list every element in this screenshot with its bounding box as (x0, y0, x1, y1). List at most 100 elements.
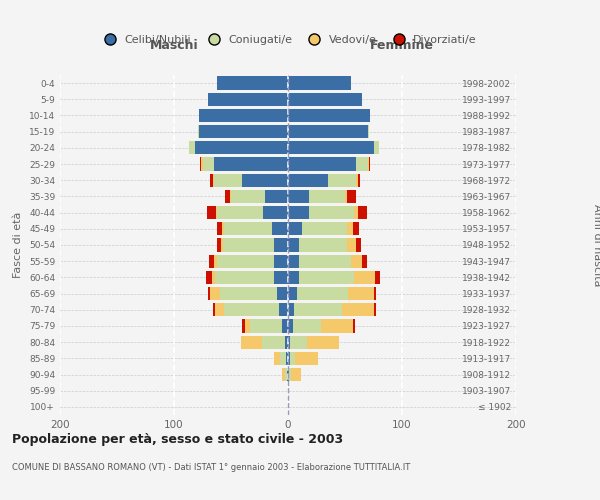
Bar (288, 352, 290, 365)
Bar (362, 254, 367, 268)
Bar (283, 320, 288, 332)
Bar (202, 158, 214, 170)
Bar (347, 222, 353, 235)
Bar (349, 287, 373, 300)
Bar (321, 320, 353, 332)
Bar (299, 254, 350, 268)
Bar (263, 206, 288, 220)
Bar (199, 109, 288, 122)
Bar (374, 270, 380, 284)
Bar (295, 352, 317, 365)
Bar (290, 352, 295, 365)
Bar (347, 190, 356, 203)
Bar (328, 174, 356, 187)
Bar (373, 287, 376, 300)
Bar (217, 76, 288, 90)
Text: Maschi: Maschi (149, 40, 199, 52)
Bar (280, 352, 286, 365)
Text: COMUNE DI BASSANO ROMANO (VT) - Dati ISTAT 1° gennaio 2003 - Elaborazione TUTTIT: COMUNE DI BASSANO ROMANO (VT) - Dati IST… (12, 462, 410, 471)
Bar (208, 92, 288, 106)
Bar (353, 320, 355, 332)
Bar (208, 287, 211, 300)
Bar (350, 254, 362, 268)
Bar (209, 254, 214, 268)
Bar (288, 254, 299, 268)
Bar (288, 158, 356, 170)
Bar (274, 270, 288, 284)
Bar (308, 206, 354, 220)
Bar (368, 158, 369, 170)
Bar (341, 303, 373, 316)
Bar (299, 270, 354, 284)
Bar (307, 336, 340, 349)
Bar (288, 320, 293, 332)
Bar (242, 174, 288, 187)
Bar (194, 141, 288, 154)
Bar (226, 190, 230, 203)
Bar (213, 174, 214, 187)
Bar (302, 222, 347, 235)
Bar (356, 174, 358, 187)
Bar (265, 190, 288, 203)
Bar (299, 238, 347, 252)
Bar (274, 254, 288, 268)
Bar (288, 141, 373, 154)
Bar (288, 336, 290, 349)
Bar (358, 174, 360, 187)
Bar (214, 174, 242, 187)
Bar (206, 270, 212, 284)
Bar (250, 320, 283, 332)
Text: Anni di nascita: Anni di nascita (592, 204, 600, 286)
Bar (358, 206, 367, 220)
Bar (356, 238, 361, 252)
Bar (353, 222, 359, 235)
Bar (288, 125, 368, 138)
Text: Popolazione per età, sesso e stato civile - 2003: Popolazione per età, sesso e stato civil… (12, 432, 343, 446)
Bar (288, 174, 328, 187)
Bar (222, 222, 224, 235)
Bar (224, 222, 272, 235)
Legend: Celibi/Nubili, Coniugati/e, Vedovi/e, Divorziati/e: Celibi/Nubili, Coniugati/e, Vedovi/e, Di… (95, 30, 481, 50)
Bar (277, 287, 288, 300)
Bar (287, 368, 288, 381)
Bar (283, 368, 284, 381)
Bar (288, 76, 350, 90)
Bar (217, 254, 274, 268)
Bar (373, 303, 376, 316)
Bar (224, 303, 279, 316)
Bar (245, 320, 250, 332)
Bar (216, 206, 217, 220)
Y-axis label: Fasce di età: Fasce di età (13, 212, 23, 278)
Bar (356, 158, 368, 170)
Bar (214, 158, 288, 170)
Bar (288, 222, 302, 235)
Bar (215, 303, 224, 316)
Bar (202, 158, 203, 170)
Bar (199, 125, 288, 138)
Bar (211, 174, 213, 187)
Bar (220, 287, 277, 300)
Bar (217, 222, 222, 235)
Bar (368, 125, 369, 138)
Bar (288, 368, 289, 381)
Bar (211, 287, 220, 300)
Bar (292, 368, 301, 381)
Text: Femmine: Femmine (370, 40, 434, 52)
Bar (241, 336, 262, 349)
Bar (288, 109, 370, 122)
Bar (288, 270, 299, 284)
Bar (213, 303, 215, 316)
Bar (217, 238, 221, 252)
Bar (274, 352, 280, 365)
Bar (288, 287, 297, 300)
Bar (289, 368, 292, 381)
Bar (373, 141, 379, 154)
Bar (189, 141, 194, 154)
Bar (214, 254, 217, 268)
Bar (286, 352, 288, 365)
Bar (288, 92, 362, 106)
Bar (212, 270, 215, 284)
Bar (369, 158, 370, 170)
Bar (354, 270, 374, 284)
Bar (274, 238, 288, 252)
